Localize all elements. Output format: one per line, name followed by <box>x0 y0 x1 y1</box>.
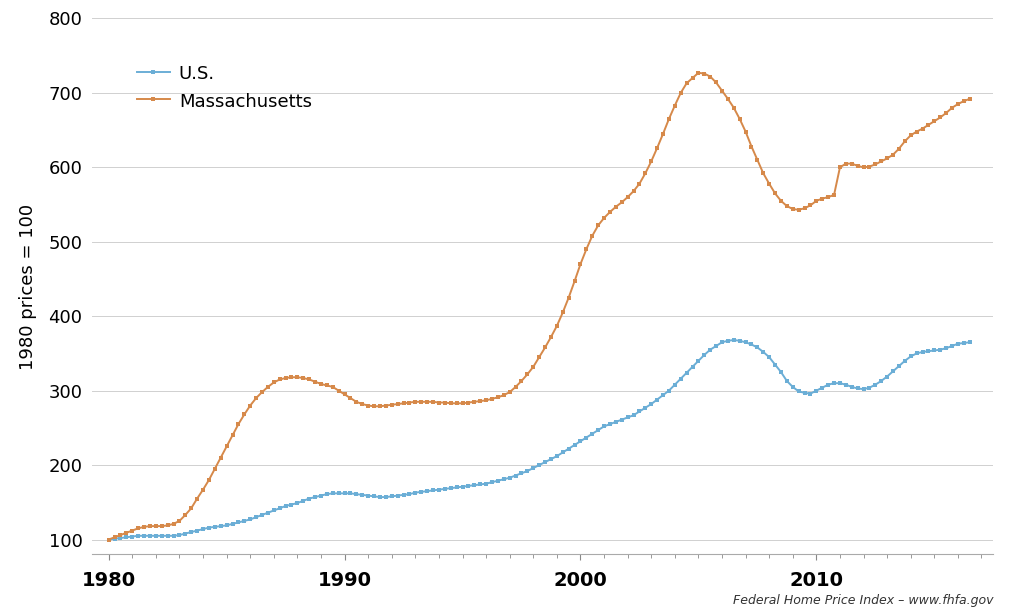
Massachusetts <box>380 402 392 409</box>
U.S. <box>728 336 740 344</box>
Massachusetts <box>775 197 787 205</box>
U.S. <box>333 490 345 497</box>
Massachusetts <box>574 261 587 268</box>
U.S. <box>380 493 392 501</box>
Massachusetts <box>786 205 799 213</box>
U.S. <box>574 437 587 445</box>
U.S. <box>102 536 115 543</box>
Massachusetts <box>333 387 345 394</box>
Y-axis label: 1980 prices = 100: 1980 prices = 100 <box>19 203 37 370</box>
U.S. <box>964 339 976 346</box>
U.S. <box>698 351 711 359</box>
Massachusetts <box>705 73 717 80</box>
U.S. <box>775 368 787 376</box>
Massachusetts <box>692 69 705 76</box>
Legend: U.S., Massachusetts: U.S., Massachusetts <box>137 65 311 111</box>
Text: Federal Home Price Index – www.fhfa.gov: Federal Home Price Index – www.fhfa.gov <box>733 594 993 607</box>
Massachusetts <box>102 536 115 543</box>
Massachusetts <box>964 95 976 102</box>
Line: U.S.: U.S. <box>106 338 972 541</box>
U.S. <box>786 383 799 391</box>
Line: Massachusetts: Massachusetts <box>106 71 972 541</box>
